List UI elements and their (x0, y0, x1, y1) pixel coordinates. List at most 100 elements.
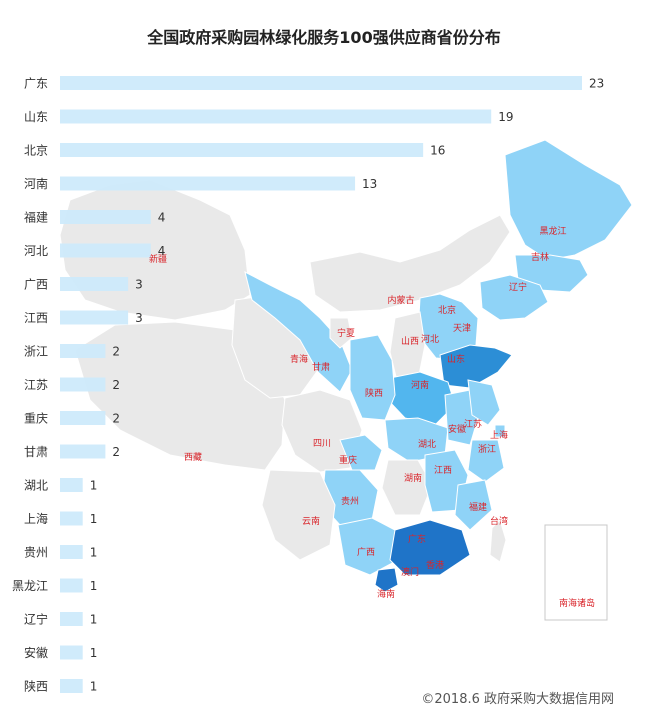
category-label: 广西 (24, 278, 48, 292)
map-label: 台湾 (490, 515, 508, 527)
category-label: 江西 (24, 311, 48, 325)
value-label: 1 (90, 546, 98, 560)
bar (60, 109, 492, 124)
map-label: 内蒙古 (387, 294, 414, 306)
bar (60, 76, 582, 90)
value-label: 1 (90, 579, 98, 593)
map-label: 广西 (357, 546, 375, 558)
province-zhejiang (467, 439, 505, 483)
map-label: 贵州 (341, 495, 359, 507)
chart-title: 全国政府采购园林绿化服务100强供应商省份分布 (147, 28, 501, 47)
bar (60, 143, 424, 157)
category-label: 北京 (24, 144, 48, 158)
province-gansu (244, 271, 353, 393)
province-chongqing (339, 434, 383, 471)
bar (60, 645, 83, 660)
bar (60, 679, 83, 693)
map-label: 澳门 (401, 566, 419, 578)
map-label: 吉林 (531, 251, 549, 263)
value-label: 2 (112, 445, 120, 459)
bar (60, 511, 83, 526)
province-anhui (444, 389, 479, 446)
map-label: 上海 (490, 429, 508, 441)
province-xizang (74, 321, 286, 471)
province-guangxi (337, 517, 399, 576)
map-label: 安徽 (448, 423, 466, 435)
map-label: 江西 (434, 465, 452, 476)
bar (60, 612, 83, 626)
map-label: 香港 (426, 559, 444, 571)
map-label: 西藏 (184, 451, 202, 463)
map-label: 广东 (408, 533, 426, 545)
value-label: 1 (90, 613, 98, 627)
value-label: 16 (430, 144, 445, 158)
province-guangdong (389, 519, 471, 576)
category-label: 重庆 (24, 412, 48, 426)
map-label: 甘肃 (312, 361, 330, 373)
province-hainan (374, 567, 399, 593)
value-label: 13 (362, 177, 377, 191)
map-label: 新疆 (149, 253, 167, 265)
province-shanghai (494, 424, 506, 438)
province-heilongjiang (504, 139, 633, 261)
map-label: 天津 (453, 323, 471, 334)
category-label: 甘肃 (24, 445, 48, 459)
category-label: 河南 (24, 176, 48, 191)
bar (60, 210, 151, 224)
category-label: 浙江 (24, 345, 48, 359)
value-label: 3 (135, 278, 143, 292)
map-label: 青海 (290, 353, 308, 365)
category-label: 黑龙江 (12, 579, 48, 593)
category-label: 安徽 (24, 645, 48, 660)
south-sea-inset (544, 524, 608, 621)
bar (60, 344, 106, 358)
map-label: 山东 (447, 353, 465, 365)
value-label: 23 (589, 77, 604, 91)
map-label: 宁夏 (337, 327, 355, 339)
bar (60, 411, 106, 425)
bar (60, 578, 83, 593)
province-ningxia (329, 317, 353, 349)
value-label: 1 (90, 512, 98, 526)
map-label: 江苏 (464, 418, 482, 430)
category-label: 贵州 (24, 546, 48, 560)
map-label: 四川 (313, 439, 331, 449)
map-label: 河北 (421, 333, 439, 345)
map-label: 黑龙江 (539, 225, 566, 237)
province-liaoning (479, 274, 549, 321)
province-shaanxi (349, 334, 396, 421)
value-label: 2 (112, 378, 120, 392)
value-label: 4 (158, 244, 166, 258)
category-label: 湖北 (24, 478, 48, 493)
category-label: 陕西 (24, 679, 48, 694)
category-label: 福建 (24, 210, 48, 225)
source-credit: ©2018.6 政府采购大数据信用网 (421, 692, 614, 707)
map-label: 北京 (438, 304, 456, 316)
bar (60, 176, 356, 191)
category-label: 上海 (24, 511, 48, 526)
category-label: 江苏 (24, 378, 48, 392)
bar (60, 478, 83, 492)
map-label: 辽宁 (509, 281, 527, 293)
category-label: 山东 (24, 110, 48, 124)
value-label: 19 (498, 110, 513, 124)
value-label: 1 (90, 680, 98, 694)
bar (60, 277, 129, 291)
bar (60, 310, 129, 325)
province-neimenggu (309, 214, 511, 313)
map-label: 陕西 (365, 387, 383, 399)
map-label: 海南 (377, 588, 395, 600)
bar (60, 377, 106, 392)
category-label: 辽宁 (24, 612, 48, 627)
province-fujian (454, 479, 493, 531)
map-label: 云南 (302, 515, 320, 527)
map-label: 湖北 (418, 439, 436, 450)
bar (60, 444, 106, 459)
province-hunan (381, 459, 433, 516)
category-label: 广东 (24, 77, 48, 91)
bar (60, 545, 83, 559)
province-sichuan (281, 389, 363, 473)
map-label: 福建 (469, 501, 487, 513)
value-label: 2 (112, 345, 120, 359)
